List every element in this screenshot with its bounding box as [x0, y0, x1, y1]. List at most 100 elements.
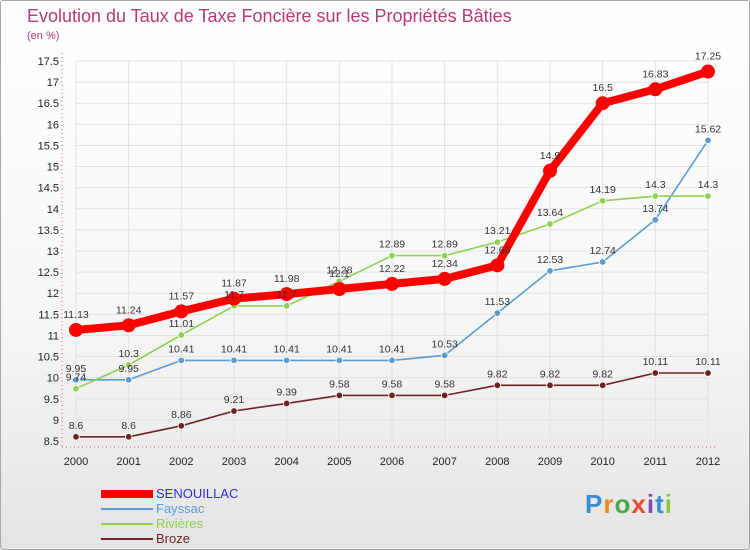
data-point-senouillac — [385, 276, 399, 291]
data-point-rivi-res — [282, 302, 291, 310]
series-lines — [69, 64, 715, 441]
data-label-fayssac: 10.41 — [274, 343, 300, 355]
x-tick-label: 2006 — [380, 456, 404, 468]
logo-letter: i — [664, 489, 673, 519]
y-tick-label: 11.5 — [38, 309, 59, 321]
data-label-rivi-res: 12.89 — [432, 239, 458, 251]
data-label-broze: 10.11 — [695, 356, 721, 368]
legend-label-senouillac: SENOUILLAC — [156, 486, 239, 501]
data-label-senouillac: 12.66 — [484, 244, 510, 256]
data-point-fayssac — [230, 356, 238, 365]
x-tick-label: 2010 — [590, 456, 614, 468]
chart-title: Evolution du Taux de Taxe Foncière sur l… — [27, 6, 512, 26]
legend-label-fayssac: Fayssac — [156, 501, 205, 516]
data-label-broze: 9.58 — [329, 378, 350, 390]
data-point-rivi-res — [651, 192, 660, 200]
data-label-senouillac: 11.87 — [221, 278, 247, 290]
data-label-fayssac: 13.74 — [642, 203, 668, 215]
data-point-fayssac — [388, 356, 396, 365]
data-label-rivi-res: 12.89 — [379, 239, 405, 251]
data-label-rivi-res: 14.3 — [698, 179, 719, 191]
data-point-fayssac — [440, 351, 449, 359]
data-point-senouillac — [543, 163, 557, 178]
logo-letter: i — [646, 489, 656, 519]
legend-item-fayssac: Fayssac — [101, 501, 238, 516]
logo-letter: t — [655, 489, 665, 519]
x-tick-label: 2001 — [116, 456, 140, 468]
data-point-senouillac — [648, 82, 663, 97]
x-tick-label: 2002 — [169, 456, 193, 468]
data-point-senouillac — [69, 322, 83, 337]
x-tick-label: 2003 — [222, 456, 246, 468]
data-point-fayssac — [546, 267, 554, 275]
y-tick-label: 12 — [47, 288, 59, 300]
data-point-fayssac — [282, 356, 291, 365]
y-tick-label: 11 — [48, 330, 59, 342]
x-tick-label: 2012 — [696, 456, 720, 468]
y-tick-label: 15.5 — [38, 140, 59, 152]
data-label-broze: 8.86 — [171, 409, 192, 421]
legend-label-broze: Broze — [156, 531, 190, 546]
data-label-senouillac: 11.57 — [169, 290, 195, 302]
data-label-fayssac: 10.41 — [326, 343, 352, 355]
data-point-broze — [440, 391, 449, 400]
data-label-broze: 9.82 — [487, 368, 508, 380]
line-chart: 8.5 9 9.5 10 10.5 11 11.5 12 12.5 13 13.5 14 14.5 15 1… — [38, 51, 722, 468]
logo-letter: o — [614, 489, 632, 519]
data-point-fayssac — [177, 356, 186, 365]
legend-label-rivi-res: Rivières — [156, 516, 203, 531]
logo-letter: P — [585, 489, 604, 519]
data-point-fayssac — [335, 356, 344, 365]
data-point-senouillac — [437, 271, 452, 286]
x-tick-label: 2008 — [485, 456, 509, 468]
data-label-senouillac: 11.24 — [116, 304, 142, 316]
data-point-broze — [388, 391, 396, 400]
x-tick-label: 2000 — [64, 456, 88, 468]
data-point-rivi-res — [388, 251, 396, 260]
data-point-rivi-res — [546, 220, 554, 228]
legend-swatch-senouillac — [101, 489, 153, 498]
data-labels: 8.6 8.6 8.86 9.21 9.39 9.58 9.58 9.58 9.82 9.82 9.… — [63, 51, 721, 432]
y-tick-label: 9.5 — [44, 394, 59, 406]
data-point-fayssac — [124, 376, 133, 384]
data-label-senouillac: 12.22 — [379, 263, 405, 275]
y-tick-label: 10.5 — [38, 352, 59, 364]
data-label-fayssac: 10.41 — [168, 343, 194, 355]
data-point-broze — [335, 391, 344, 400]
y-tick-label: 12.5 — [38, 267, 59, 279]
data-point-fayssac — [72, 376, 80, 384]
data-label-rivi-res: 14.19 — [590, 184, 616, 196]
data-label-broze: 9.82 — [592, 368, 613, 380]
data-label-rivi-res: 11.7 — [224, 289, 244, 301]
data-label-broze: 9.58 — [382, 378, 403, 390]
data-point-senouillac — [490, 258, 505, 273]
grid — [75, 60, 709, 442]
y-tick-label: 16 — [47, 119, 59, 131]
data-label-rivi-res: 11.01 — [169, 318, 195, 330]
proxiti-logo: Proxiti — [585, 489, 673, 520]
logo-letter: x — [631, 489, 647, 519]
data-label-senouillac: 16.5 — [592, 82, 613, 94]
data-point-fayssac — [598, 258, 607, 266]
data-label-fayssac: 15.62 — [695, 123, 721, 135]
x-tick-label: 2011 — [644, 456, 668, 468]
data-label-rivi-res: 13.64 — [537, 207, 563, 219]
y-tick-label: 8.5 — [44, 436, 59, 448]
data-label-senouillac: 14.9 — [540, 150, 561, 162]
data-label-senouillac: 17.25 — [695, 51, 721, 63]
data-label-fayssac: 9.95 — [118, 363, 139, 375]
data-label-rivi-res: 11.7 — [277, 289, 297, 301]
data-point-broze — [124, 433, 133, 441]
chart-unit-label: (en %) — [27, 30, 60, 42]
data-label-senouillac: 12.34 — [432, 258, 458, 270]
y-tick-label: 14.5 — [38, 183, 59, 195]
data-label-fayssac: 10.41 — [221, 343, 247, 355]
legend-swatch-broze — [101, 537, 153, 540]
x-tick-label: 2007 — [432, 456, 456, 468]
data-point-senouillac — [174, 304, 189, 319]
data-label-broze: 9.58 — [434, 378, 455, 390]
data-point-broze — [493, 381, 502, 389]
data-point-rivi-res — [440, 251, 449, 260]
data-point-fayssac — [651, 216, 660, 224]
data-label-rivi-res: 12.28 — [326, 264, 352, 276]
